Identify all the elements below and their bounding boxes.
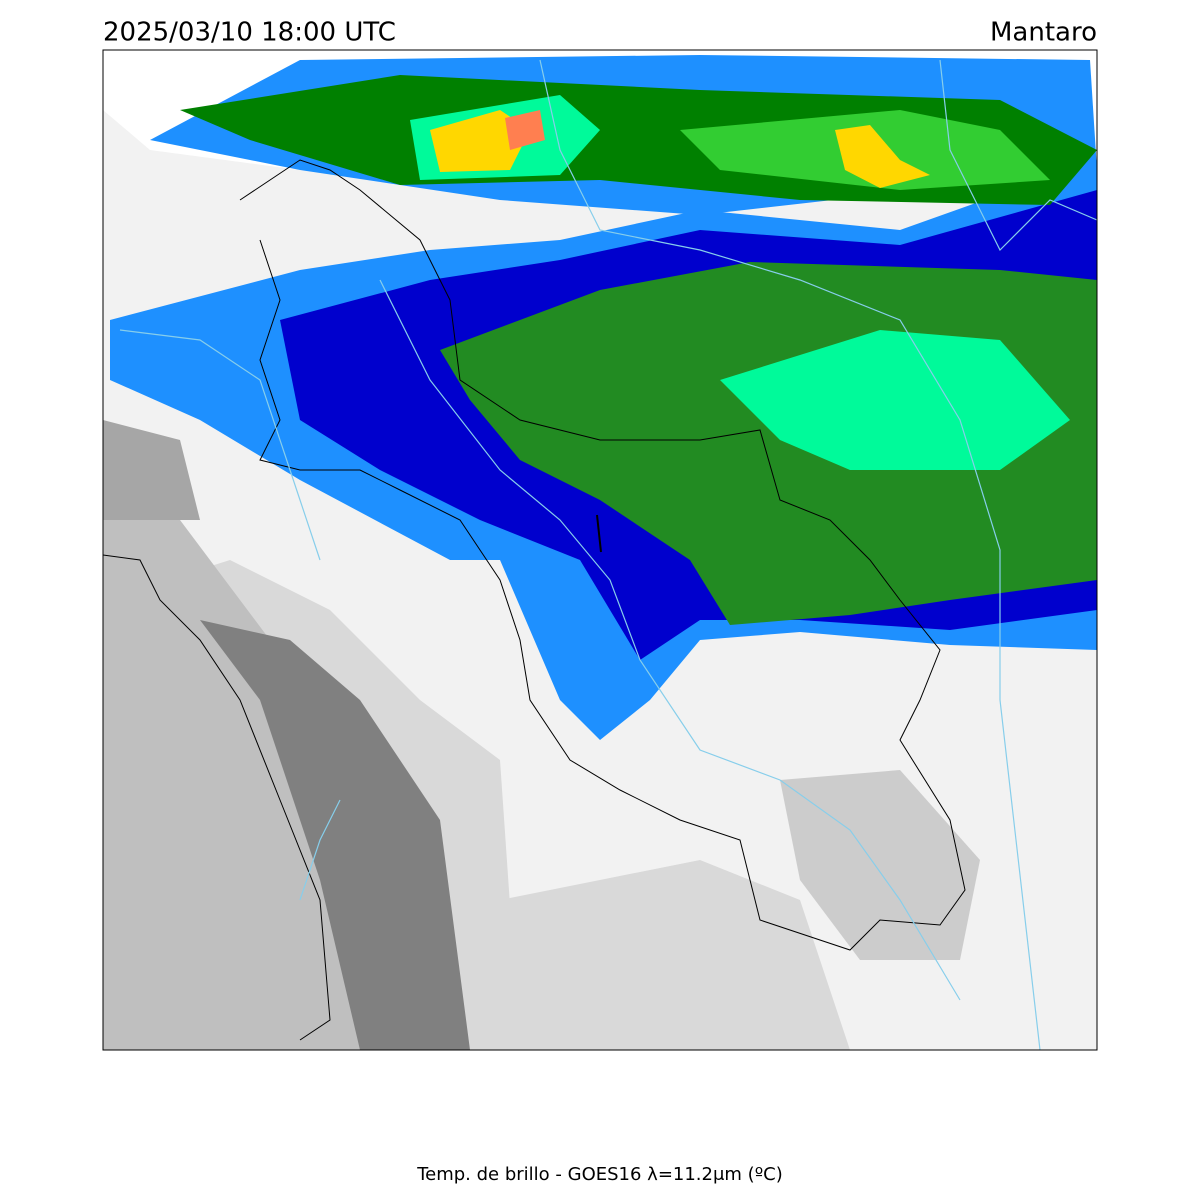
terrain xyxy=(200,620,470,1050)
cloud-coldest xyxy=(505,110,545,150)
coastline xyxy=(103,554,331,1041)
map-frame xyxy=(102,49,1098,1051)
river xyxy=(379,279,961,1001)
radar-beam xyxy=(596,514,602,553)
terrain xyxy=(103,420,200,520)
cloud-coldest xyxy=(430,110,530,172)
cloud-coldest xyxy=(835,125,930,188)
colorbar-label: Temp. de brillo - GOES16 λ=11.2μm (ºC) xyxy=(416,1164,783,1185)
river xyxy=(119,329,321,561)
terrain xyxy=(500,860,850,1050)
river xyxy=(299,799,341,901)
map-area xyxy=(103,50,1097,1050)
cloud-coldest xyxy=(720,330,1070,470)
basin-boundary xyxy=(239,159,966,951)
title: 2025/03/10 18:00 UTC xyxy=(103,18,396,48)
terrain xyxy=(780,770,980,960)
region: Mantaro xyxy=(990,18,1097,48)
river xyxy=(539,59,1041,1050)
river xyxy=(939,59,1097,252)
